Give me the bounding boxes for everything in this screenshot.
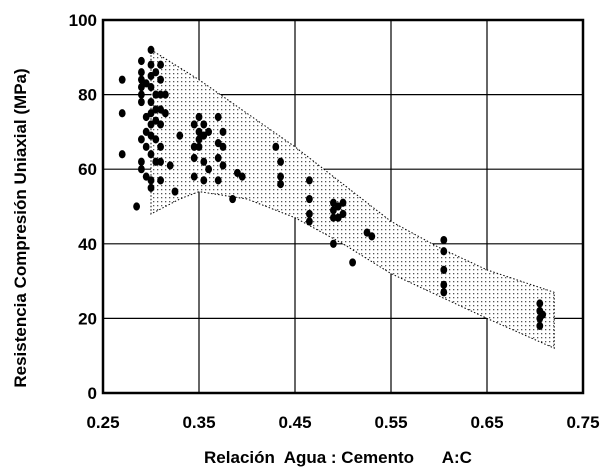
data-point-28	[147, 183, 155, 192]
data-point-76	[306, 176, 313, 185]
data-point-77	[306, 194, 313, 204]
data-point-44	[162, 109, 169, 118]
data-point-87	[339, 209, 347, 219]
y-tick-label-1: 20	[78, 309, 97, 328]
data-point-95	[440, 288, 448, 297]
data-point-40	[157, 142, 165, 151]
envelope-band	[150, 48, 555, 349]
x-tick-label-5: 0.75	[566, 413, 599, 432]
data-point-36	[157, 75, 165, 84]
data-point-8	[138, 90, 145, 99]
data-point-68	[219, 161, 227, 170]
data-point-50	[190, 153, 198, 163]
data-point-46	[171, 187, 179, 196]
data-point-47	[176, 131, 184, 140]
data-point-86	[339, 198, 347, 207]
data-point-30	[152, 90, 160, 99]
data-point-83	[330, 239, 337, 248]
data-point-79	[306, 217, 313, 226]
data-point-33	[152, 135, 160, 144]
data-point-51	[190, 172, 198, 181]
y-tick-labels: 0 20 40 60 80 100	[69, 11, 97, 403]
data-point-34	[152, 157, 160, 166]
data-point-48	[190, 120, 198, 129]
data-point-9	[138, 97, 145, 107]
data-point-58	[200, 157, 208, 166]
data-point-1	[118, 109, 126, 118]
data-point-18	[147, 45, 155, 54]
data-point-4	[138, 56, 145, 66]
data-point-26	[147, 150, 155, 159]
data-point-56	[200, 120, 208, 129]
y-tick-label-0: 0	[88, 384, 97, 403]
data-point-43	[162, 90, 169, 99]
data-point-21	[147, 83, 155, 92]
data-point-42	[157, 176, 165, 185]
data-point-90	[368, 232, 376, 241]
data-point-5	[138, 68, 145, 77]
data-point-11	[138, 157, 145, 166]
data-point-39	[157, 120, 165, 129]
x-tick-label-3: 0.55	[374, 413, 407, 432]
x-tick-label-2: 0.45	[278, 413, 311, 432]
data-point-12	[138, 165, 145, 174]
data-point-22	[147, 97, 155, 107]
data-point-65	[214, 176, 222, 185]
x-tick-label-4: 0.65	[470, 413, 503, 432]
y-tick-label-3: 60	[78, 160, 97, 179]
y-axis-label: Resistencia Compresión Uniaxial (MPa)	[11, 68, 30, 387]
data-point-69	[229, 194, 237, 204]
y-tick-label-4: 80	[78, 86, 97, 105]
data-point-75	[277, 180, 284, 189]
data-point-78	[306, 209, 313, 219]
data-point-82	[330, 213, 337, 222]
data-point-62	[214, 112, 222, 122]
data-points	[118, 45, 547, 330]
y-tick-label-2: 40	[78, 235, 97, 254]
data-point-10	[138, 135, 145, 144]
data-point-74	[277, 172, 284, 181]
data-point-59	[200, 176, 208, 185]
data-point-41	[157, 157, 165, 166]
data-point-67	[219, 142, 227, 151]
data-point-71	[238, 172, 246, 181]
data-point-49	[190, 142, 198, 151]
plot-frame	[101, 18, 585, 395]
data-point-91	[440, 235, 448, 245]
data-point-2	[118, 150, 126, 159]
data-point-72	[272, 142, 280, 151]
data-point-16	[142, 142, 150, 151]
data-point-35	[157, 60, 165, 69]
data-point-94	[440, 280, 448, 289]
data-point-37	[157, 90, 165, 99]
data-point-88	[349, 258, 356, 267]
x-axis-label: Relación Agua : Cemento A:C	[204, 448, 472, 467]
data-point-31	[152, 105, 160, 114]
x-tick-label-1: 0.35	[182, 413, 215, 432]
data-point-52	[195, 112, 203, 122]
data-point-93	[440, 265, 448, 275]
data-point-73	[277, 157, 284, 166]
data-point-64	[214, 153, 222, 163]
data-point-60	[205, 127, 213, 136]
data-point-29	[152, 68, 160, 77]
data-point-45	[166, 161, 174, 170]
data-point-3	[133, 202, 141, 211]
data-point-66	[219, 127, 227, 136]
x-tick-label-0: 0.25	[86, 413, 119, 432]
data-point-96	[536, 299, 544, 308]
data-point-0	[118, 75, 126, 84]
x-tick-labels: 0.25 0.35 0.45 0.55 0.65 0.75	[86, 413, 599, 432]
data-point-55	[195, 142, 203, 151]
data-point-92	[440, 247, 448, 256]
data-point-61	[205, 165, 213, 174]
data-point-99	[536, 321, 544, 330]
y-tick-label-5: 100	[69, 11, 97, 30]
data-point-19	[147, 60, 155, 69]
data-point-27	[147, 176, 155, 185]
data-point-100	[539, 310, 547, 319]
